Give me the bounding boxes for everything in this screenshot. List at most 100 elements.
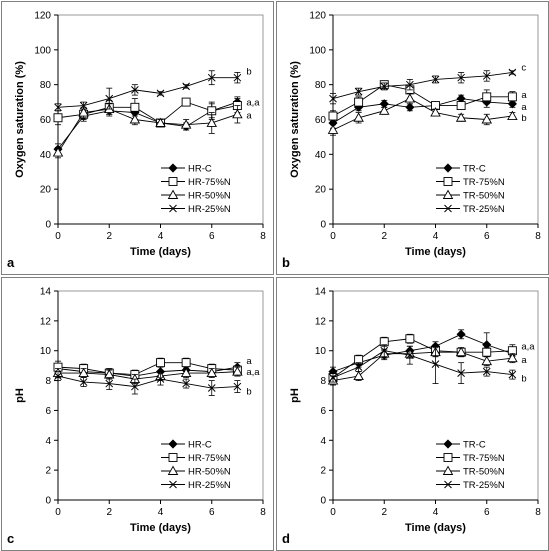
legend-marker (443, 177, 453, 186)
series-HR-50%N (52, 103, 243, 159)
series-line (57, 375, 238, 389)
y-tick-label: 0 (320, 220, 326, 231)
data-point (156, 89, 165, 98)
data-point (431, 75, 440, 84)
legend-label: HR-C (188, 439, 212, 450)
data-point (79, 101, 88, 110)
data-point (131, 382, 139, 391)
data-point (156, 375, 165, 383)
legend-label: TR-75%N (463, 177, 505, 188)
significance-label: a,a (521, 342, 535, 353)
legend-marker (443, 439, 453, 449)
data-point (457, 369, 465, 377)
legend-marker (167, 465, 179, 475)
x-tick-label: 2 (106, 231, 112, 242)
y-tick-label: 12 (315, 316, 327, 327)
y-tick-label: 6 (45, 406, 51, 417)
data-point (406, 351, 414, 360)
legend-label: HR-75%N (188, 177, 231, 188)
x-tick-label: 8 (260, 507, 266, 518)
panel-label: c (7, 531, 14, 546)
y-axis-label: pH (14, 388, 26, 403)
data-point (131, 86, 139, 94)
data-point (482, 347, 492, 357)
data-point (354, 87, 363, 96)
y-tick-label: 80 (40, 80, 52, 91)
legend-item: TR-C (436, 163, 486, 174)
legend-label: HR-25%N (188, 480, 231, 491)
data-point (78, 107, 89, 117)
x-tick-label: 4 (433, 507, 439, 518)
significance-label: a (246, 356, 252, 367)
y-tick-label: 12 (40, 316, 52, 327)
x-tick-label: 2 (106, 507, 112, 518)
chart-panel-d: 0 2 4 6 8 10 12 14 0 2 4 6 8 Time (days) pH d TR-C TR-75%… (276, 277, 549, 551)
legend-label: TR-25%N (463, 204, 505, 215)
data-point (233, 73, 242, 82)
legend-marker (168, 177, 178, 186)
legend-item: TR-50%N (436, 465, 505, 477)
data-point (105, 379, 114, 388)
data-point (481, 114, 493, 124)
significance-label: a (246, 110, 252, 121)
data-point (54, 372, 62, 380)
legend-item: HR-C (161, 163, 212, 174)
data-point (207, 384, 216, 392)
data-point (507, 92, 517, 102)
legend-label: TR-C (463, 439, 486, 450)
legend: TR-C TR-75%N TR-50%N TR-25%N (436, 439, 505, 491)
significance-label: a (521, 355, 527, 366)
panel-border (276, 1, 549, 275)
legend-item: TR-75%N (436, 453, 505, 464)
legend-label: HR-75%N (188, 453, 231, 464)
data-point (181, 358, 191, 368)
legend-marker (169, 480, 177, 489)
data-point (456, 101, 466, 111)
y-tick-label: 14 (40, 287, 52, 298)
legend-marker (443, 453, 453, 462)
data-point (404, 93, 416, 103)
y-tick-label: 8 (45, 376, 51, 387)
legend-item: HR-75%N (161, 177, 231, 188)
series-line (332, 351, 513, 382)
data-point (405, 334, 415, 344)
series-HR-25%N (54, 70, 242, 112)
significance-label: b (521, 374, 526, 385)
x-axis-label: Time (days) (405, 522, 466, 534)
data-point (353, 370, 364, 381)
significance-label: c (521, 62, 526, 73)
significance-label: a (521, 102, 527, 113)
data-point (206, 117, 218, 127)
legend-label: TR-25%N (463, 480, 505, 491)
data-point (182, 82, 190, 91)
data-point (405, 102, 415, 112)
data-point (233, 382, 242, 391)
x-tick-label: 8 (535, 507, 541, 518)
x-axis-label: Time (days) (130, 246, 191, 258)
legend-marker (443, 163, 453, 173)
series-line (57, 108, 238, 153)
data-point (180, 119, 192, 129)
y-tick-label: 10 (315, 346, 327, 357)
y-tick-label: 20 (40, 185, 52, 196)
data-point (482, 72, 491, 80)
significance-label: a,a (246, 98, 260, 109)
data-point (455, 112, 467, 122)
significance-label: a (521, 90, 527, 101)
legend-marker (442, 189, 454, 199)
y-tick-label: 40 (315, 150, 327, 161)
y-tick-label: 120 (309, 11, 326, 22)
legend: TR-C TR-75%N TR-50%N TR-25%N (436, 163, 505, 215)
data-point (481, 355, 493, 366)
x-tick-label: 6 (209, 231, 215, 242)
x-tick-label: 6 (484, 507, 490, 518)
y-tick-label: 10 (40, 346, 52, 357)
y-tick-label: 2 (320, 466, 326, 477)
chart-svg: 0 20 40 60 80 100 120 0 2 4 6 8 Time (days) Oxygen sa… (1, 1, 274, 275)
data-point (354, 363, 363, 371)
panel-label: b (282, 255, 290, 270)
y-tick-label: 4 (45, 436, 51, 447)
data-point (482, 367, 491, 376)
y-tick-label: 20 (315, 185, 327, 196)
legend-marker (168, 453, 178, 462)
